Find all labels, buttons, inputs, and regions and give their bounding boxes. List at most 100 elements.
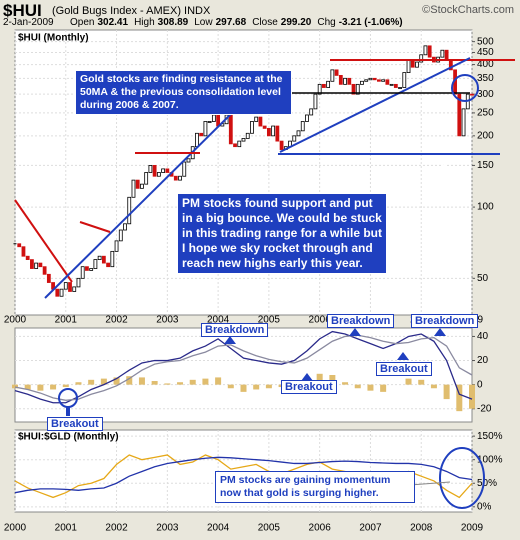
x-tick-label: 2001 xyxy=(55,315,78,326)
candle xyxy=(161,168,166,173)
y-tick-label: -20 xyxy=(477,403,492,414)
candle xyxy=(241,138,246,142)
candle xyxy=(25,255,30,260)
quote-item: Low 297.68 xyxy=(194,17,246,28)
candle xyxy=(178,175,182,181)
x-tick-label: 2003 xyxy=(156,315,179,326)
candle xyxy=(415,61,419,68)
histogram-bar xyxy=(215,377,222,385)
histogram-bar xyxy=(202,378,209,385)
candle xyxy=(398,87,402,89)
candle xyxy=(275,125,280,142)
candle xyxy=(262,125,267,129)
panel-title: $HUI (Monthly) xyxy=(18,33,89,44)
candle xyxy=(199,132,204,137)
candle xyxy=(30,259,34,269)
source: ©StockCharts.com xyxy=(422,4,514,16)
signal-label: Breakout xyxy=(47,417,103,431)
candle xyxy=(55,288,60,297)
candle xyxy=(440,49,445,58)
candle xyxy=(186,158,191,163)
histogram-bar xyxy=(88,379,95,385)
candle xyxy=(296,130,301,137)
signal-label: Breakout xyxy=(376,362,432,376)
candle xyxy=(313,93,318,110)
candle xyxy=(148,165,153,173)
x-tick-label: 2002 xyxy=(105,523,128,534)
x-tick-label: 2003 xyxy=(156,523,179,534)
candle xyxy=(309,108,314,116)
candle xyxy=(271,125,276,137)
quote-value: 297.68 xyxy=(215,17,247,28)
histogram-bar xyxy=(316,373,323,385)
histogram-bar xyxy=(12,384,18,389)
histogram-bar xyxy=(354,384,361,389)
candle xyxy=(101,255,106,264)
histogram-bar xyxy=(75,382,82,385)
candle xyxy=(106,262,110,268)
candle xyxy=(17,243,22,248)
candle xyxy=(258,116,263,127)
histogram-bar xyxy=(138,377,145,385)
candle xyxy=(118,229,123,242)
line xyxy=(14,456,473,494)
candle xyxy=(135,179,140,189)
candle xyxy=(63,282,68,290)
histogram-bar xyxy=(329,375,336,385)
histogram-bar xyxy=(380,384,387,392)
histogram-bar xyxy=(342,382,349,385)
quote-item: Open 302.41 xyxy=(70,17,128,28)
candle xyxy=(85,266,89,271)
y-tick-label: 350 xyxy=(477,73,494,84)
quote-label: Open xyxy=(70,17,95,28)
candle xyxy=(470,93,474,96)
histogram-bar xyxy=(405,378,412,385)
candle xyxy=(21,246,26,257)
y-tick-label: 20 xyxy=(477,355,489,366)
candle xyxy=(165,168,170,173)
highlight-circle xyxy=(451,74,479,102)
annotation: Gold stocks are finding resistance at th… xyxy=(75,70,292,116)
candle xyxy=(292,135,297,142)
x-tick-label: 2001 xyxy=(55,523,78,534)
candle xyxy=(127,196,132,225)
histogram-bar xyxy=(469,384,475,409)
candle xyxy=(321,83,326,88)
candle xyxy=(377,79,381,82)
x-tick-label: 2006 xyxy=(309,315,332,326)
candle xyxy=(457,93,462,137)
highlight-circle xyxy=(439,447,485,509)
candle xyxy=(266,128,271,137)
y-tick-label: 250 xyxy=(477,108,494,119)
candle xyxy=(305,114,309,122)
quote-label: Close xyxy=(252,17,278,28)
trendline xyxy=(14,199,73,283)
arrow xyxy=(434,328,446,336)
histogram-bar xyxy=(151,381,158,385)
quote-value: 308.89 xyxy=(157,17,189,28)
quote-item: Close 299.20 xyxy=(252,17,311,28)
x-tick-label: 2005 xyxy=(258,523,281,534)
histogram-bar xyxy=(367,384,374,391)
trendline xyxy=(279,57,471,153)
candle xyxy=(300,121,305,132)
candle xyxy=(203,121,208,137)
histogram-bar xyxy=(240,384,247,392)
y-tick-label: 200 xyxy=(477,130,494,141)
x-tick-label: 2004 xyxy=(207,315,230,326)
candle xyxy=(173,175,178,181)
candle xyxy=(131,179,136,198)
symbol: $HUI xyxy=(3,1,42,20)
x-tick-label: 2000 xyxy=(4,315,27,326)
arrow xyxy=(349,328,361,336)
candle xyxy=(46,273,51,283)
histogram-bar xyxy=(227,384,234,389)
candle xyxy=(110,250,115,268)
histogram-bar xyxy=(418,379,425,385)
candle xyxy=(351,83,356,95)
candle xyxy=(381,79,386,82)
candle xyxy=(207,121,212,123)
candle xyxy=(195,132,199,148)
quote-item: High 308.89 xyxy=(134,17,188,28)
candle xyxy=(343,77,347,85)
